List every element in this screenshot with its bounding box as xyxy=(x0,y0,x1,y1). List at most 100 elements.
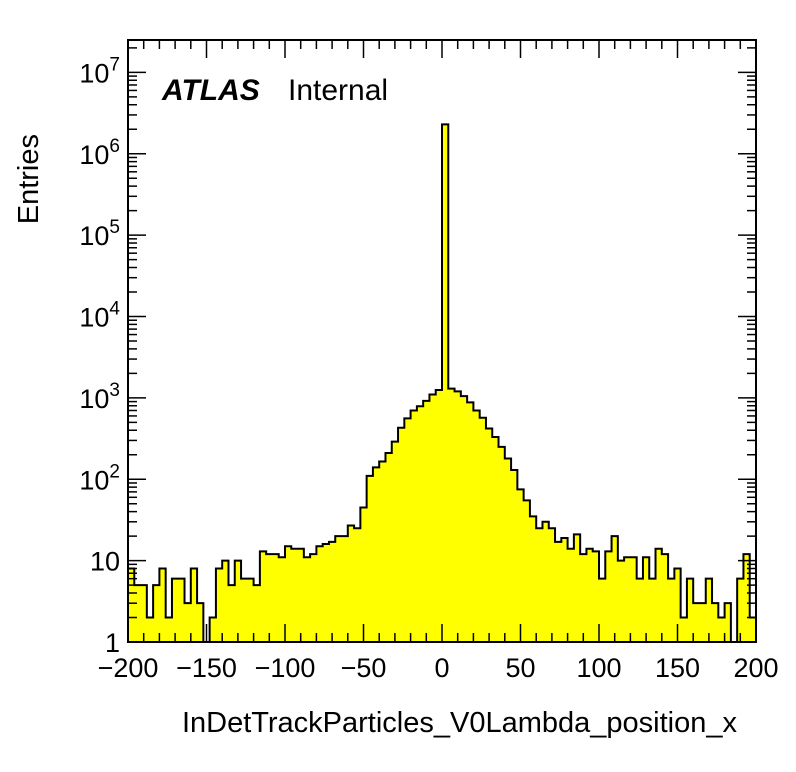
histogram-bar xyxy=(128,568,135,642)
histogram-bar xyxy=(586,548,594,642)
histogram-bar xyxy=(712,603,719,642)
histogram-bar xyxy=(699,603,707,642)
histogram-bar xyxy=(184,603,192,642)
histogram-bar xyxy=(599,578,606,642)
histogram-bar xyxy=(347,525,355,642)
histogram-bar xyxy=(391,441,399,642)
x-tick-label: −50 xyxy=(341,653,387,683)
histogram-bar xyxy=(165,617,173,642)
histogram-bar xyxy=(360,507,368,642)
histogram-bar xyxy=(624,557,631,642)
histogram-bar xyxy=(498,446,506,642)
y-axis-title: Entries xyxy=(13,134,45,224)
histogram-bar xyxy=(460,396,468,642)
histogram-bar xyxy=(485,428,493,642)
histogram-bar xyxy=(241,578,248,642)
histogram-bar xyxy=(416,406,424,642)
internal-label: Internal xyxy=(288,74,388,107)
histogram-bar xyxy=(259,551,267,642)
histogram-bar xyxy=(140,585,148,642)
histogram-bar xyxy=(316,546,324,642)
histogram-bar xyxy=(247,578,254,642)
histogram-bar xyxy=(285,546,292,642)
y-tick-label: 104 xyxy=(79,299,120,333)
histogram-bar xyxy=(209,617,217,642)
x-tick-label: 200 xyxy=(733,653,778,683)
histogram-bar xyxy=(737,578,744,642)
x-tick-label: −200 xyxy=(98,653,159,683)
histogram-bar xyxy=(749,617,757,642)
x-axis-title: InDetTrackParticles_V0Lambda_position_x xyxy=(182,707,738,739)
histogram-bar xyxy=(190,568,198,642)
y-tick-label: 1 xyxy=(105,628,120,658)
x-tick-label: 100 xyxy=(576,653,621,683)
histogram-bar xyxy=(473,410,481,642)
histogram-bar xyxy=(517,489,525,642)
y-tick-labels: 1 10 102 103 104 105 106 107 xyxy=(79,54,120,658)
histogram-bar xyxy=(555,541,562,642)
histogram-bar xyxy=(197,603,204,642)
histogram-bar xyxy=(548,528,556,642)
histogram-bar xyxy=(335,536,342,642)
atlas-label: ATLAS xyxy=(161,74,260,107)
histogram-bar xyxy=(536,528,543,642)
histogram-bar xyxy=(385,453,393,642)
histogram-bar xyxy=(159,568,167,642)
histogram-bar xyxy=(291,548,298,642)
histogram-bar xyxy=(705,578,713,642)
histogram-bar xyxy=(146,617,154,642)
histogram-bar xyxy=(661,554,669,642)
histogram-bar xyxy=(234,560,242,642)
y-tick-label: 107 xyxy=(79,54,120,88)
histogram-bar xyxy=(743,554,751,642)
histogram-bar xyxy=(693,603,700,642)
histogram-bar xyxy=(718,617,725,642)
x-tick-labels: −200 −150 −100 −50 0 50 100 150 200 xyxy=(98,653,779,683)
histogram-bar xyxy=(278,557,286,642)
histogram-bar xyxy=(272,554,280,642)
y-tick-label: 105 xyxy=(79,217,120,251)
histogram-bar xyxy=(153,585,160,642)
histogram-bar xyxy=(410,410,418,642)
histogram-bar xyxy=(636,578,644,642)
histogram-bar xyxy=(504,458,512,642)
histogram-bar xyxy=(435,389,443,642)
histogram-bar xyxy=(215,568,223,642)
histogram-bar xyxy=(668,578,675,642)
histogram-bar xyxy=(178,578,185,642)
x-tick-label: 150 xyxy=(655,653,700,683)
histogram-bar xyxy=(171,578,179,642)
histogram-bar xyxy=(617,560,625,642)
histogram-bar xyxy=(605,551,612,642)
histogram-bar xyxy=(511,469,518,642)
histogram-bar xyxy=(448,388,455,642)
y-tick-label: 10 xyxy=(90,547,120,577)
histogram-bar xyxy=(429,394,437,642)
histogram-bar xyxy=(442,124,449,642)
histogram-bar xyxy=(573,534,581,642)
histogram-bar xyxy=(379,461,386,642)
histogram-bars xyxy=(128,124,757,642)
y-tick-label: 103 xyxy=(79,380,120,414)
histogram-bar xyxy=(423,400,430,642)
histogram-bar xyxy=(354,528,361,642)
histogram-bar xyxy=(561,537,568,642)
histogram-bar xyxy=(372,467,380,642)
histogram-bar xyxy=(642,557,650,642)
histogram-bar xyxy=(674,568,682,642)
histogram-bar xyxy=(322,544,330,642)
histogram-bar xyxy=(592,551,600,642)
x-tick-label: 0 xyxy=(434,653,449,683)
histogram-bar xyxy=(454,391,462,642)
histogram-bar xyxy=(611,536,619,642)
histogram-bar xyxy=(479,417,487,642)
histogram-bar xyxy=(686,578,694,642)
histogram-bar xyxy=(724,603,732,642)
histogram-bar xyxy=(134,585,141,642)
histogram-outline xyxy=(127,123,757,643)
histogram-bar xyxy=(467,402,474,642)
histogram-bar xyxy=(266,554,273,642)
histogram-bar xyxy=(523,500,531,642)
histogram-bar xyxy=(341,536,349,642)
